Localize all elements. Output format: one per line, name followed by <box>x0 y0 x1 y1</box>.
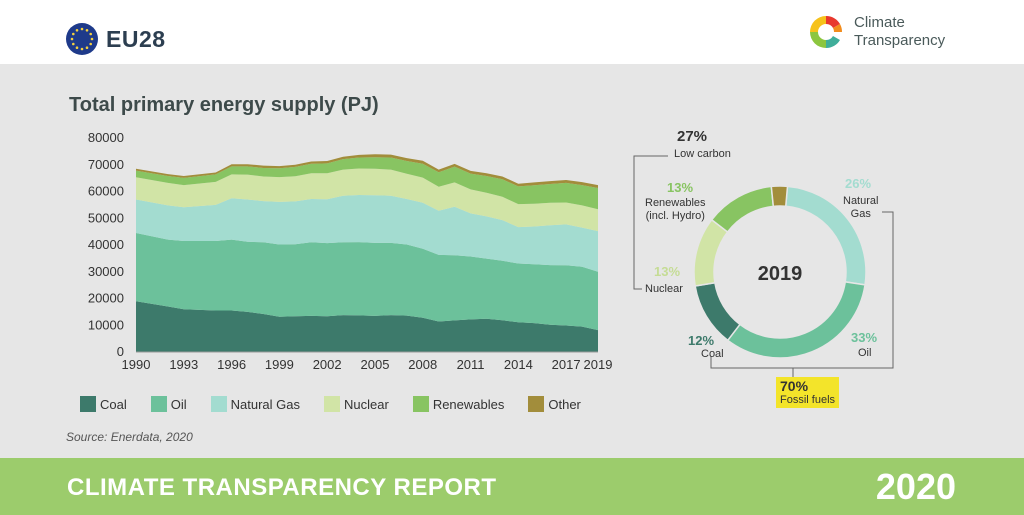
legend-item-coal: Coal <box>80 396 127 412</box>
legend-label-coal: Coal <box>100 396 127 412</box>
area-series-natural-gas <box>136 195 598 272</box>
x-tick-label: 2017 <box>552 357 581 372</box>
coal-text: Coal <box>701 348 724 360</box>
oil-pct: 33% <box>851 330 878 345</box>
footer-title: CLIMATE TRANSPARENCY REPORT <box>67 474 497 501</box>
y-tick-label: 50000 <box>88 210 124 225</box>
x-tick-label: 2019 <box>584 357 613 372</box>
legend-item-renewables: Renewables <box>412 396 505 412</box>
x-tick-label: 2008 <box>408 357 437 372</box>
donut-slice-oil <box>726 281 866 359</box>
legend-item-nuclear: Nuclear <box>324 396 389 412</box>
legend-item-other: Other <box>528 396 581 412</box>
y-tick-label: 30000 <box>88 264 124 279</box>
area-chart-title: Total primary energy supply (PJ) <box>69 94 379 116</box>
country-badge: EU28 <box>66 23 166 55</box>
nuclear-pct: 13% <box>654 264 681 279</box>
legend-label-natural-gas: Natural Gas <box>230 396 301 412</box>
legend-swatch-renewables <box>412 396 429 412</box>
logo-line2: Transparency <box>854 32 946 49</box>
area-series-coal <box>136 301 598 352</box>
legend-item-oil: Oil <box>150 396 187 412</box>
low-carbon-pct: 27% <box>677 128 708 145</box>
country-name: EU28 <box>106 25 166 52</box>
donut-slice-nuclear <box>693 218 729 287</box>
legend-label-nuclear: Nuclear <box>344 396 389 412</box>
low-carbon-label: Low carbon <box>674 148 731 160</box>
x-tick-label: 2011 <box>457 357 485 372</box>
y-tick-label: 70000 <box>88 157 124 172</box>
chart-legend: Coal Oil Natural Gas Nuclear Renewables … <box>80 396 605 412</box>
legend-label-other: Other <box>548 396 581 412</box>
renewables-pct: 13% <box>667 180 694 195</box>
x-tick-label: 1990 <box>122 357 151 372</box>
oil-text: Oil <box>858 347 872 359</box>
footer-year: 2020 <box>875 466 956 507</box>
logo-text: Climate Transparency <box>854 14 945 50</box>
fossil-pct: 70% <box>780 378 809 394</box>
logo-icon <box>810 15 843 49</box>
area-series-nuclear <box>136 168 598 232</box>
x-tick-label: 1993 <box>169 357 198 372</box>
logo-line1: Climate <box>854 14 905 31</box>
x-tick-label: 1996 <box>217 357 246 372</box>
area-series-renewables <box>136 157 598 210</box>
natural-gas-pct: 26% <box>845 176 872 191</box>
legend-swatch-other <box>528 396 545 412</box>
legend-swatch-oil <box>150 396 167 412</box>
legend-swatch-natural-gas <box>210 396 227 412</box>
y-tick-label: 20000 <box>88 291 124 306</box>
y-tick-label: 60000 <box>88 184 124 199</box>
donut-slice-renewables <box>710 185 775 233</box>
coal-pct: 12% <box>688 333 715 348</box>
x-tick-label: 2014 <box>504 357 533 372</box>
natural-gas-text: Natural Gas <box>843 195 879 220</box>
donut-slice-coal <box>694 281 741 342</box>
y-tick-label: 80000 <box>88 130 124 145</box>
x-tick-label: 1999 <box>265 357 294 372</box>
legend-swatch-coal <box>80 396 96 412</box>
low-carbon-bracket <box>633 155 668 290</box>
y-tick-label: 40000 <box>88 237 124 252</box>
y-tick-label: 0 <box>117 344 124 359</box>
legend-label-oil: Oil <box>170 396 187 412</box>
y-tick-label: 10000 <box>88 317 124 332</box>
source-note: Source: Enerdata, 2020 <box>66 430 193 444</box>
legend-item-natural-gas: Natural Gas <box>210 396 301 412</box>
footer-bar: CLIMATE TRANSPARENCY REPORT 2020 <box>0 458 1024 515</box>
legend-label-renewables: Renewables <box>432 396 505 412</box>
fossil-label: Fossil fuels <box>780 394 836 406</box>
donut-slice-other <box>770 185 789 208</box>
top-bar: EU28 Climate Transparency <box>0 0 1024 64</box>
donut-center-label: 2019 <box>758 263 803 285</box>
fossil-fuels-box: 70% Fossil fuels <box>776 377 840 408</box>
renewables-text: Renewables (incl. Hydro) <box>645 197 706 222</box>
legend-swatch-nuclear <box>324 396 341 412</box>
nuclear-text: Nuclear <box>645 283 683 295</box>
fossil-bracket <box>710 211 894 369</box>
climate-transparency-logo: Climate Transparency <box>806 12 945 52</box>
x-tick-label: 2005 <box>361 357 390 372</box>
eu-flag-icon <box>66 23 98 55</box>
area-series-oil <box>136 233 598 331</box>
x-tick-label: 2002 <box>313 357 342 372</box>
